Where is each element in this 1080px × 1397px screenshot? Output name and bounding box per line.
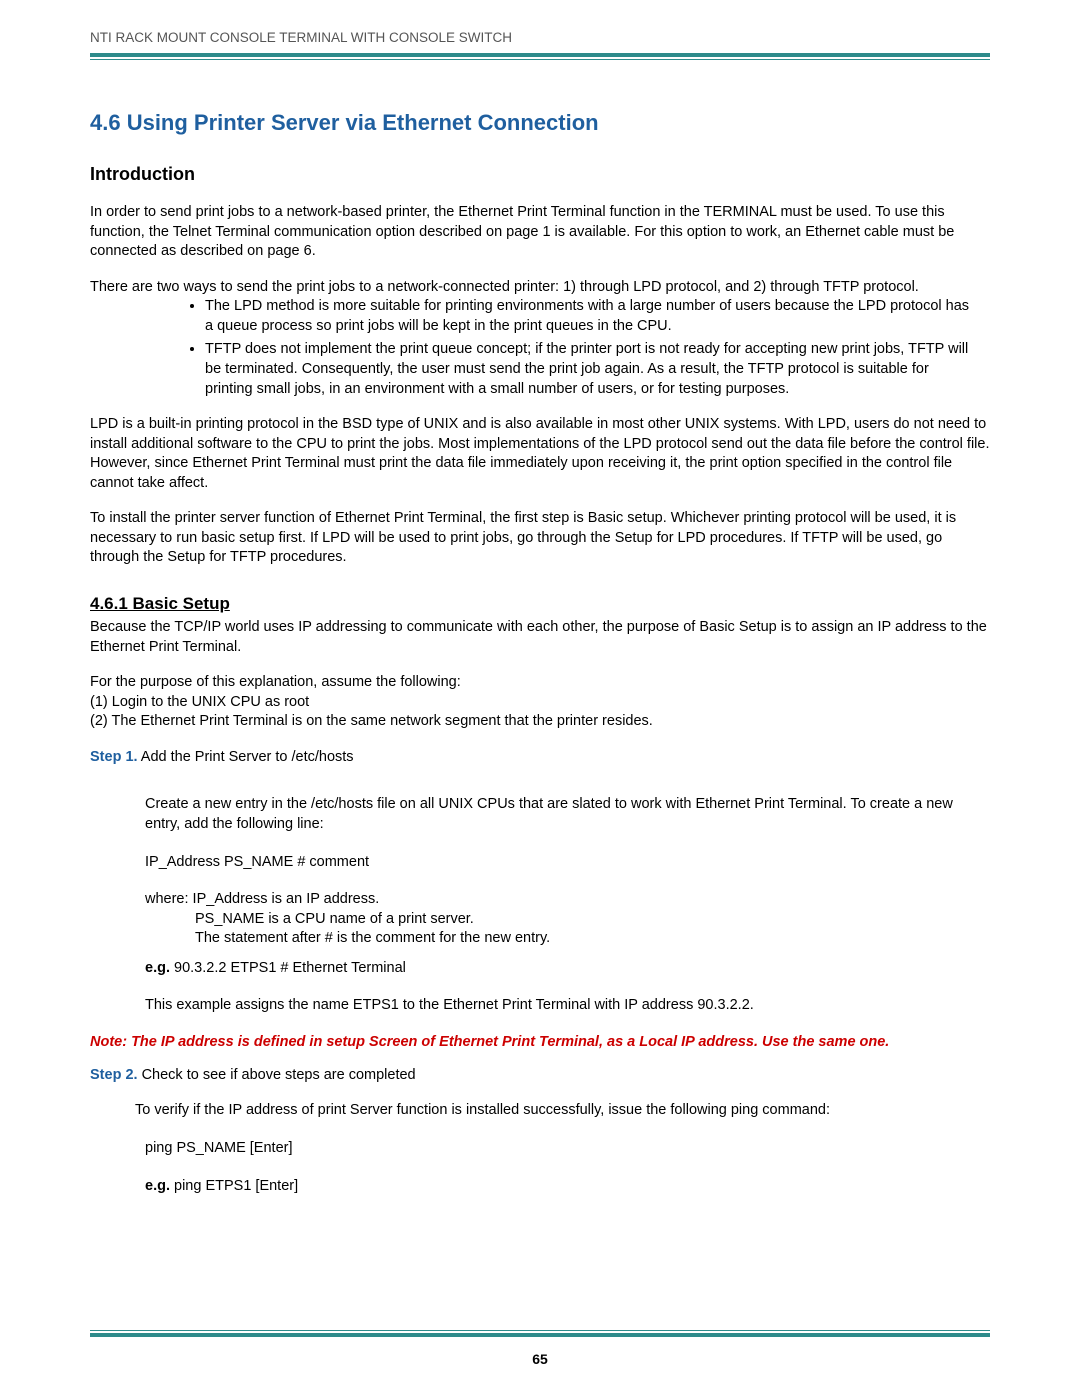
intro-paragraph-1: In order to send print jobs to a network… bbox=[90, 203, 990, 262]
step-2-text: Check to see if above steps are complete… bbox=[138, 1067, 416, 1083]
assume-2: (2) The Ethernet Print Terminal is on th… bbox=[90, 712, 990, 732]
intro-paragraph-4: To install the printer server function o… bbox=[90, 509, 990, 568]
eg-text-1: 90.3.2.2 ETPS1 # Ethernet Terminal bbox=[170, 960, 406, 976]
step-2-label: Step 2. bbox=[90, 1067, 138, 1083]
step1-example: e.g. 90.3.2.2 ETPS1 # Ethernet Terminal bbox=[145, 959, 990, 979]
section-heading-4-6: 4.6 Using Printer Server via Ethernet Co… bbox=[90, 110, 990, 136]
step-1-text: Add the Print Server to /etc/hosts bbox=[138, 749, 354, 765]
basic-setup-heading: 4.6.1 Basic Setup bbox=[90, 594, 990, 614]
step2-line1: To verify if the IP address of print Ser… bbox=[135, 1101, 990, 1121]
step1-where-3: The statement after # is the comment for… bbox=[195, 929, 990, 949]
step-1-label: Step 1. bbox=[90, 749, 138, 765]
step2-example: e.g. ping ETPS1 [Enter] bbox=[145, 1177, 990, 1197]
step-1: Step 1. Add the Print Server to /etc/hos… bbox=[90, 748, 990, 768]
bottom-rule bbox=[90, 1330, 990, 1337]
intro-paragraph-3: LPD is a built-in printing protocol in t… bbox=[90, 415, 990, 493]
step1-where-2: PS_NAME is a CPU name of a print server. bbox=[195, 910, 990, 930]
top-rule bbox=[90, 53, 990, 60]
basic-setup-p1: Because the TCP/IP world uses IP address… bbox=[90, 618, 990, 657]
step-2: Step 2. Check to see if above steps are … bbox=[90, 1066, 990, 1086]
page-header: NTI RACK MOUNT CONSOLE TERMINAL WITH CON… bbox=[90, 30, 990, 45]
introduction-heading: Introduction bbox=[90, 164, 990, 185]
step-1-block: Create a new entry in the /etc/hosts fil… bbox=[145, 795, 990, 1016]
eg-label-1: e.g. bbox=[145, 960, 170, 976]
assume-intro: For the purpose of this explanation, ass… bbox=[90, 673, 990, 693]
eg-label-2: e.g. bbox=[145, 1178, 170, 1194]
bullet-tftp: TFTP does not implement the print queue … bbox=[205, 340, 970, 399]
step1-line4: This example assigns the name ETPS1 to t… bbox=[145, 996, 990, 1016]
intro-paragraph-2: There are two ways to send the print job… bbox=[90, 278, 990, 298]
step2-line2: ping PS_NAME [Enter] bbox=[145, 1139, 990, 1159]
document-page: NTI RACK MOUNT CONSOLE TERMINAL WITH CON… bbox=[0, 0, 1080, 1397]
bullet-lpd: The LPD method is more suitable for prin… bbox=[205, 297, 970, 336]
ip-address-note: Note: The IP address is defined in setup… bbox=[90, 1034, 990, 1050]
assume-1: (1) Login to the UNIX CPU as root bbox=[90, 693, 990, 713]
step-2-block: To verify if the IP address of print Ser… bbox=[135, 1101, 990, 1196]
page-number: 65 bbox=[0, 1351, 1080, 1367]
protocol-bullets: The LPD method is more suitable for prin… bbox=[205, 297, 970, 399]
step1-line2: IP_Address PS_NAME # comment bbox=[145, 853, 990, 873]
step1-where-block: where: IP_Address is an IP address. PS_N… bbox=[145, 890, 990, 949]
step1-line1: Create a new entry in the /etc/hosts fil… bbox=[145, 795, 990, 834]
eg-text-2: ping ETPS1 [Enter] bbox=[170, 1178, 298, 1194]
step1-where-1: where: IP_Address is an IP address. bbox=[145, 890, 990, 910]
